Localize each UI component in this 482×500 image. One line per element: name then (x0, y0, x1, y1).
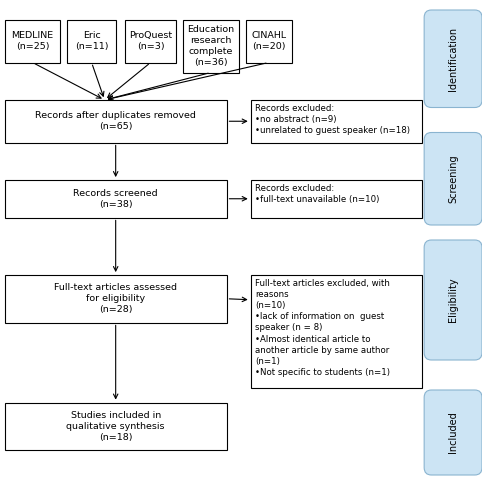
FancyBboxPatch shape (424, 240, 482, 360)
FancyBboxPatch shape (424, 132, 482, 225)
Bar (246, 20, 292, 62)
Bar (251, 100, 422, 142)
Text: Records screened
(n=38): Records screened (n=38) (73, 188, 158, 209)
Text: Eric
(n=11): Eric (n=11) (75, 31, 108, 52)
Text: Eligibility: Eligibility (448, 278, 458, 322)
Text: ProQuest
(n=3): ProQuest (n=3) (129, 31, 172, 52)
Text: Education
research
complete
(n=36): Education research complete (n=36) (187, 25, 234, 68)
Bar (183, 20, 239, 72)
Bar (251, 275, 422, 388)
Text: Studies included in
qualitative synthesis
(n=18): Studies included in qualitative synthesi… (67, 410, 165, 442)
Text: MEDLINE
(n=25): MEDLINE (n=25) (12, 31, 54, 52)
Bar (5, 402, 227, 450)
Text: Identification: Identification (448, 26, 458, 91)
FancyBboxPatch shape (424, 10, 482, 108)
Text: Screening: Screening (448, 154, 458, 203)
Bar (67, 20, 116, 62)
Bar (125, 20, 176, 62)
Bar (251, 180, 422, 218)
Text: Full-text articles excluded, with
reasons
(n=10)
•lack of information on  guest
: Full-text articles excluded, with reason… (255, 279, 390, 377)
Bar (5, 100, 227, 142)
Bar (5, 20, 60, 62)
Text: Records excluded:
•full-text unavailable (n=10): Records excluded: •full-text unavailable… (255, 184, 380, 204)
Text: Full-text articles assessed
for eligibility
(n=28): Full-text articles assessed for eligibil… (54, 283, 177, 314)
Text: CINAHL
(n=20): CINAHL (n=20) (251, 31, 286, 52)
Bar (5, 180, 227, 218)
Text: Records after duplicates removed
(n=65): Records after duplicates removed (n=65) (35, 111, 196, 132)
Bar (5, 275, 227, 322)
Text: Included: Included (448, 412, 458, 454)
Text: Records excluded:
•no abstract (n=9)
•unrelated to guest speaker (n=18): Records excluded: •no abstract (n=9) •un… (255, 104, 411, 135)
FancyBboxPatch shape (424, 390, 482, 475)
